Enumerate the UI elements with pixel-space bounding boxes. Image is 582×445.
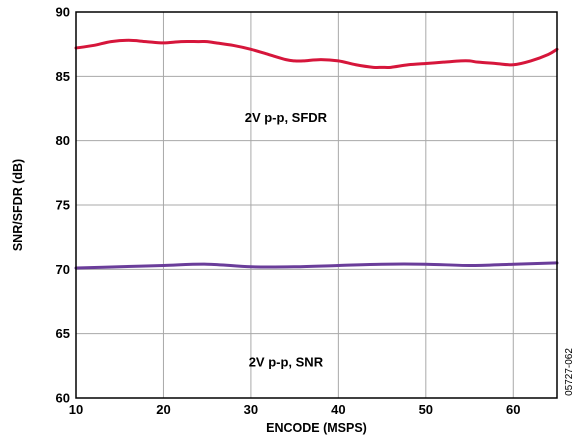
y-axis-title: SNR/SFDR (dB): [11, 159, 25, 251]
x-tick-label: 50: [419, 402, 433, 417]
series-lines: [74, 38, 559, 270]
x-tick-label: 10: [69, 402, 83, 417]
annotations: 2V p-p, SFDR 2V p-p, SNR: [245, 110, 328, 369]
y-tick-label: 85: [56, 69, 70, 84]
figure-id: 05727-062: [564, 348, 575, 396]
x-tick-label: 60: [506, 402, 520, 417]
x-tick-label: 20: [156, 402, 170, 417]
y-tick-label: 60: [56, 391, 70, 406]
x-axis-title: ENCODE (MSPS): [266, 421, 367, 435]
gridlines: [76, 12, 557, 398]
snr-annotation: 2V p-p, SNR: [249, 354, 324, 369]
y-tick-label: 65: [56, 326, 70, 341]
y-tick-label: 90: [56, 5, 70, 20]
sfdr-series-line: [74, 38, 559, 70]
sfdr-annotation: 2V p-p, SFDR: [245, 110, 328, 125]
y-tick-label: 80: [56, 133, 70, 148]
x-tick-label: 30: [244, 402, 258, 417]
x-tick-labels: 10 20 30 40 50 60: [69, 402, 521, 417]
plot-area-frame: [75, 11, 558, 399]
snr-series-line: [74, 261, 559, 270]
x-tick-label: 40: [331, 402, 345, 417]
y-tick-labels: 60 65 70 75 80 85 90: [56, 5, 70, 406]
y-tick-label: 75: [56, 198, 70, 213]
y-tick-label: 70: [56, 262, 70, 277]
